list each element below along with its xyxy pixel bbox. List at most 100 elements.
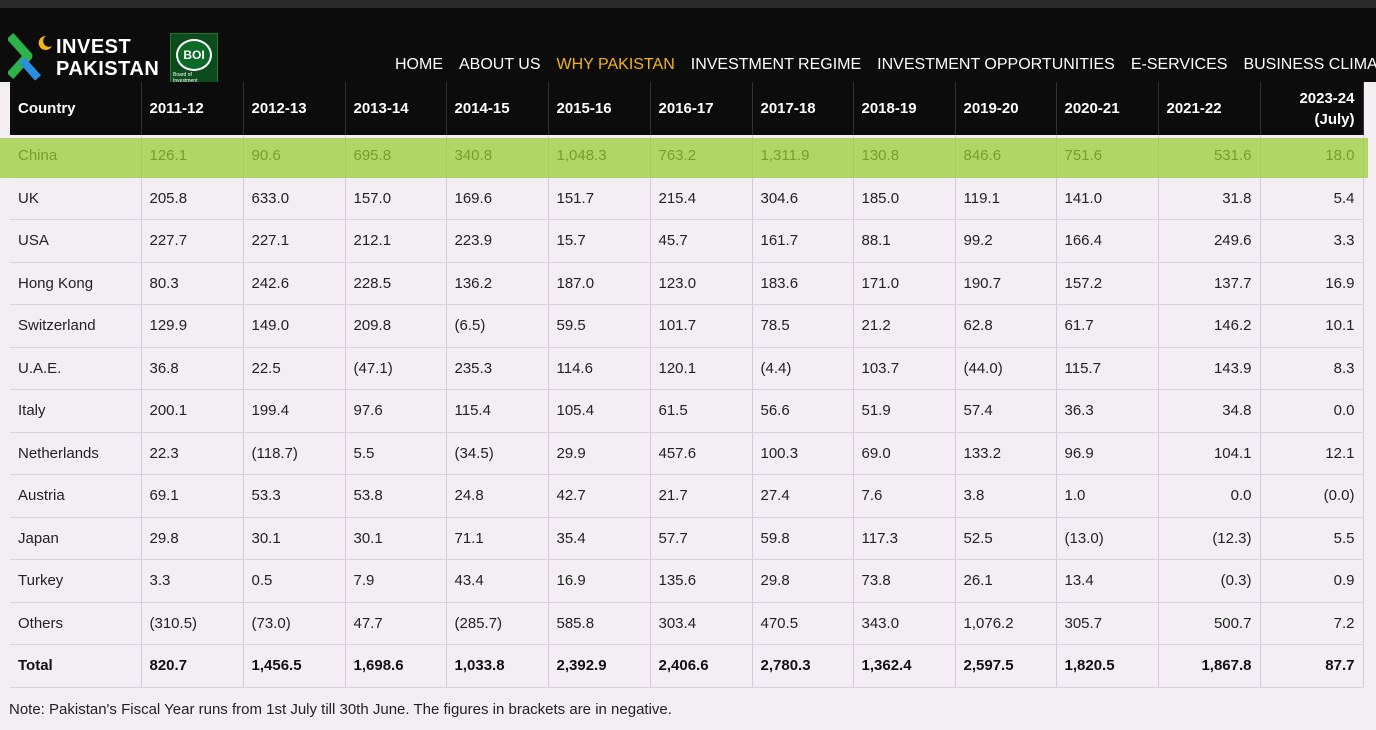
header-2015-16: 2015-16 — [548, 82, 651, 135]
table-row: Hong Kong 80.3 242.6 228.5 136.2 187.0 123.0 18… — [10, 262, 1364, 305]
country-cell: Japan — [10, 517, 142, 560]
value-cell: 53.3 — [243, 474, 346, 518]
value-cell: 151.7 — [548, 177, 651, 220]
value-cell: 157.2 — [1056, 262, 1159, 305]
value-cell: (34.5) — [446, 432, 549, 475]
nav-about-us[interactable]: ABOUT US — [459, 56, 541, 73]
table-row: U.A.E. 36.8 22.5 (47.1) 235.3 114.6 120.1 (4.4)… — [10, 347, 1364, 390]
value-cell: 56.6 — [752, 389, 854, 433]
value-cell: 123.0 — [650, 262, 753, 305]
value-cell: 209.8 — [345, 304, 447, 348]
value-cell: (4.4) — [752, 347, 854, 390]
header-last-line-2: (July) — [1314, 110, 1355, 128]
value-cell: (118.7) — [243, 432, 346, 475]
value-cell: 1,867.8 — [1158, 644, 1261, 688]
value-cell: 1.0 — [1056, 474, 1159, 518]
value-cell: 24.8 — [446, 474, 549, 518]
value-cell: (12.3) — [1158, 517, 1261, 560]
country-cell: Austria — [10, 474, 142, 518]
value-cell: 57.4 — [955, 389, 1057, 433]
value-cell: 21.7 — [650, 474, 753, 518]
value-cell: 305.7 — [1056, 602, 1159, 645]
table-row: Switzerland 129.9 149.0 209.8 (6.5) 59.5 101.7… — [10, 304, 1364, 348]
value-cell: 185.0 — [853, 177, 956, 220]
value-cell: 187.0 — [548, 262, 651, 305]
value-cell: 30.1 — [345, 517, 447, 560]
nav-investment-opportunities[interactable]: INVESTMENT OPPORTUNITIES — [877, 56, 1115, 73]
value-cell: 100.3 — [752, 432, 854, 475]
value-cell: 1,033.8 — [446, 644, 549, 688]
logo-wordmark[interactable]: INVEST PAKISTAN — [56, 36, 159, 80]
nav-home[interactable]: HOME — [395, 56, 443, 73]
value-cell: 137.7 — [1158, 262, 1261, 305]
value-cell: 242.6 — [243, 262, 346, 305]
header-2017-18: 2017-18 — [752, 82, 854, 135]
value-cell: 1,311.9 — [752, 135, 854, 178]
invest-pakistan-logo-icon[interactable] — [6, 30, 56, 87]
value-cell: 87.7 — [1260, 644, 1364, 688]
value-cell: 183.6 — [752, 262, 854, 305]
value-cell: 69.0 — [853, 432, 956, 475]
value-cell: 73.8 — [853, 559, 956, 603]
value-cell: 78.5 — [752, 304, 854, 348]
value-cell: 161.7 — [752, 219, 854, 263]
value-cell: 53.8 — [345, 474, 447, 518]
value-cell: 146.2 — [1158, 304, 1261, 348]
header-2018-19: 2018-19 — [853, 82, 956, 135]
value-cell: 114.6 — [548, 347, 651, 390]
value-cell: 500.7 — [1158, 602, 1261, 645]
country-cell: U.A.E. — [10, 347, 142, 390]
value-cell: 531.6 — [1158, 135, 1261, 178]
value-cell: 2,392.9 — [548, 644, 651, 688]
country-cell: Italy — [10, 389, 142, 433]
value-cell: 21.2 — [853, 304, 956, 348]
value-cell: 820.7 — [141, 644, 244, 688]
value-cell: 303.4 — [650, 602, 753, 645]
value-cell: 61.7 — [1056, 304, 1159, 348]
value-cell: 59.5 — [548, 304, 651, 348]
value-cell: 846.6 — [955, 135, 1057, 178]
value-cell: 120.1 — [650, 347, 753, 390]
nav-business-climate[interactable]: BUSINESS CLIMATE — [1243, 56, 1376, 73]
nav-why-pakistan[interactable]: WHY PAKISTAN — [556, 56, 675, 73]
value-cell: 249.6 — [1158, 219, 1261, 263]
value-cell: 13.4 — [1056, 559, 1159, 603]
value-cell: 115.7 — [1056, 347, 1159, 390]
table-row: Austria 69.1 53.3 53.8 24.8 42.7 21.7 27.4 7.6 3.… — [10, 474, 1364, 518]
table-body: China 126.1 90.6 695.8 340.8 1,048.3 763.2 1,31… — [10, 135, 1364, 688]
header-last-line-1: 2023-24 — [1299, 89, 1355, 107]
country-cell: Total — [10, 644, 142, 688]
value-cell: 1,362.4 — [853, 644, 956, 688]
country-cell: UK — [10, 177, 142, 220]
value-cell: 16.9 — [548, 559, 651, 603]
country-cell: Netherlands — [10, 432, 142, 475]
value-cell: 15.7 — [548, 219, 651, 263]
value-cell: 1,820.5 — [1056, 644, 1159, 688]
table-row: China 126.1 90.6 695.8 340.8 1,048.3 763.2 1,31… — [10, 135, 1364, 178]
value-cell: 227.7 — [141, 219, 244, 263]
value-cell: 205.8 — [141, 177, 244, 220]
value-cell: 47.7 — [345, 602, 447, 645]
value-cell: (13.0) — [1056, 517, 1159, 560]
value-cell: 133.2 — [955, 432, 1057, 475]
top-navbar: INVEST PAKISTAN BOI Board of Investment … — [0, 0, 1376, 87]
value-cell: 157.0 — [345, 177, 447, 220]
value-cell: 101.7 — [650, 304, 753, 348]
value-cell: 30.1 — [243, 517, 346, 560]
value-cell: 235.3 — [446, 347, 549, 390]
value-cell: 7.6 — [853, 474, 956, 518]
value-cell: 115.4 — [446, 389, 549, 433]
value-cell: 7.2 — [1260, 602, 1364, 645]
header-2012-13: 2012-13 — [243, 82, 346, 135]
value-cell: (73.0) — [243, 602, 346, 645]
value-cell: 22.5 — [243, 347, 346, 390]
nav-e-services[interactable]: E-SERVICES — [1130, 56, 1228, 73]
value-cell: 88.1 — [853, 219, 956, 263]
value-cell: 22.3 — [141, 432, 244, 475]
nav-investment-regime[interactable]: INVESTMENT REGIME — [690, 56, 862, 73]
value-cell: 166.4 — [1056, 219, 1159, 263]
value-cell: 7.9 — [345, 559, 447, 603]
header-2011-12: 2011-12 — [141, 82, 244, 135]
boi-logo[interactable]: BOI Board of Investment — [170, 33, 218, 87]
value-cell: 62.8 — [955, 304, 1057, 348]
